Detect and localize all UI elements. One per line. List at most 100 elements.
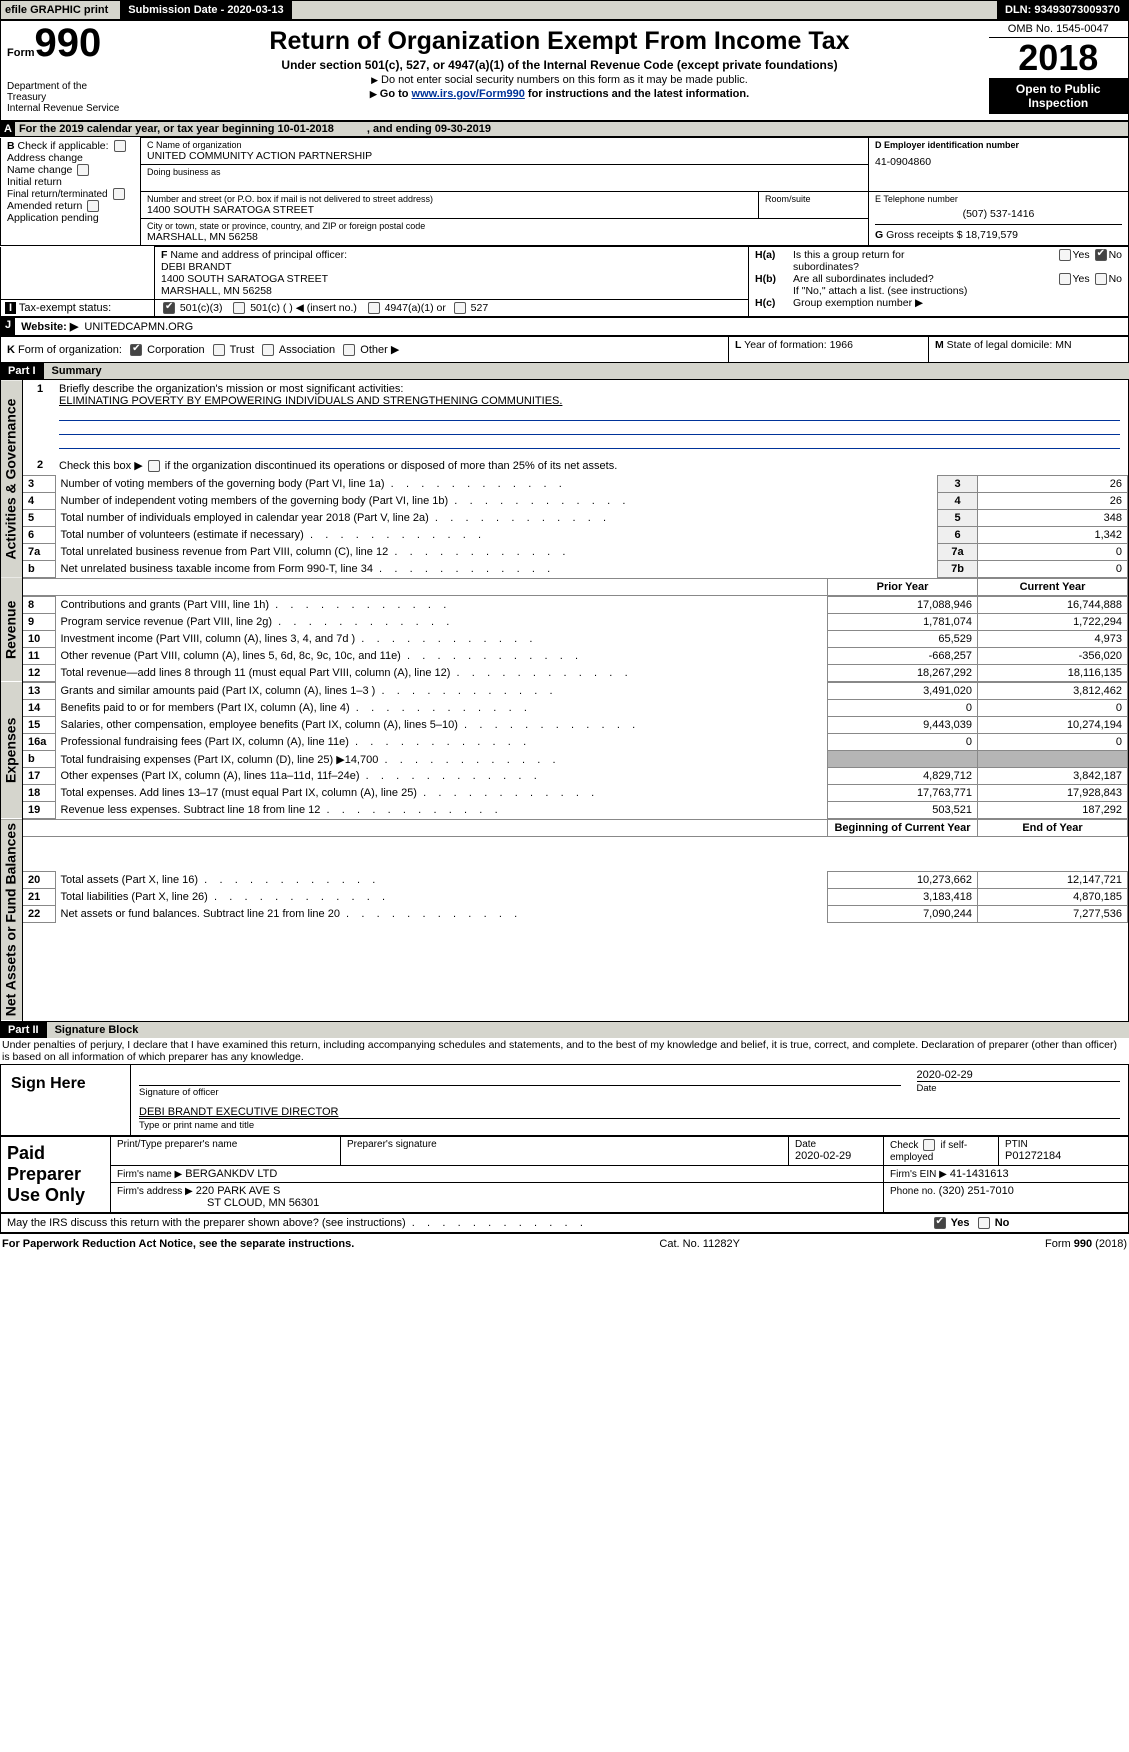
dln: DLN: 93493073009370	[997, 1, 1128, 19]
ptin-label: PTIN	[1005, 1139, 1122, 1150]
note2-pre: Go to	[370, 88, 412, 100]
side-expenses: Expenses	[1, 682, 23, 819]
opt-501c3: 501(c)(3)	[180, 302, 223, 314]
hb-no-checkbox[interactable]	[1095, 273, 1107, 285]
label-m: M	[935, 339, 944, 351]
ha-sub: subordinates?	[793, 261, 859, 273]
main-title: Return of Organization Exempt From Incom…	[139, 27, 981, 56]
checkbox-name-change[interactable]	[77, 164, 89, 176]
label-b: B	[7, 140, 15, 152]
side-net-assets: Net Assets or Fund Balances	[1, 819, 23, 1021]
table-row: 14Benefits paid to or for members (Part …	[23, 700, 1128, 717]
ha-no-checkbox[interactable]	[1095, 249, 1107, 261]
sig-date: 2020-02-29	[917, 1069, 1121, 1081]
table-row: 13Grants and similar amounts paid (Part …	[23, 683, 1128, 700]
table-row: bTotal fundraising expenses (Part IX, co…	[23, 751, 1128, 768]
cb-discontinued[interactable]	[148, 460, 160, 472]
period-text: For the 2019 calendar year, or tax year …	[15, 122, 1129, 137]
box-c-room: Room/suite	[759, 192, 869, 219]
table-row: 20Total assets (Part X, line 16)10,273,6…	[23, 872, 1128, 889]
table-row: 4Number of independent voting members of…	[23, 493, 1128, 510]
form-number: 990	[35, 21, 102, 65]
officer-addr1: 1400 SOUTH SARATOGA STREET	[161, 273, 328, 285]
label-hc: H(c)	[755, 297, 775, 309]
table-row: 12Total revenue—add lines 8 through 11 (…	[23, 665, 1128, 682]
cb-trust[interactable]	[213, 344, 225, 356]
open-to-public: Open to Public Inspection	[989, 78, 1129, 114]
self-emp-check-label: Check	[890, 1140, 918, 1151]
officer-name: DEBI BRANDT	[161, 261, 232, 273]
form990-link[interactable]: www.irs.gov/Form990	[412, 88, 525, 100]
label-k: K	[7, 344, 15, 356]
opt-trust: Trust	[230, 344, 255, 356]
sig-date-label: Date	[917, 1081, 1121, 1094]
m-text: State of legal domicile: MN	[947, 339, 1072, 351]
cb-other[interactable]	[343, 344, 355, 356]
hb-yes-checkbox[interactable]	[1059, 273, 1071, 285]
box-h: H(a) Is this a group return for subordin…	[749, 247, 1129, 317]
org-name: UNITED COMMUNITY ACTION PARTNERSHIP	[147, 150, 862, 162]
cb-501c[interactable]	[233, 302, 245, 314]
label-c: C Name of organization	[147, 140, 862, 150]
box-e-g: E Telephone number (507) 537-1416 G Gros…	[869, 192, 1129, 246]
checkbox-amended[interactable]	[87, 200, 99, 212]
opt-name-change: Name change	[7, 164, 72, 176]
cb-discuss-no[interactable]	[978, 1217, 990, 1229]
hb-yes: Yes	[1073, 273, 1090, 285]
rev-rows: 8Contributions and grants (Part VIII, li…	[23, 596, 1128, 682]
street-label: Number and street (or P.O. box if mail i…	[147, 194, 752, 204]
dept-line2: Treasury	[7, 92, 125, 103]
part-ii-num: Part II	[0, 1022, 47, 1038]
exp-rows: 13Grants and similar amounts paid (Part …	[23, 682, 1128, 819]
hdr-current-year: Current Year	[978, 579, 1128, 596]
cb-501c3[interactable]	[163, 302, 175, 314]
firm-phone: (320) 251-7010	[939, 1185, 1014, 1197]
mission-text: ELIMINATING POVERTY BY EMPOWERING INDIVI…	[59, 395, 562, 407]
hdr-end-year: End of Year	[978, 820, 1128, 837]
box-f: F Name and address of principal officer:…	[155, 247, 749, 300]
side-revenue: Revenue	[1, 578, 23, 682]
label-a: A	[1, 122, 15, 137]
table-row: 8Contributions and grants (Part VIII, li…	[23, 597, 1128, 614]
net-rows: 20Total assets (Part X, line 16)10,273,6…	[23, 871, 1128, 923]
box-i-opts: 501(c)(3) 501(c) ( ) ◀ (insert no.) 4947…	[155, 300, 749, 317]
cb-assoc[interactable]	[262, 344, 274, 356]
hb-note: If "No," attach a list. (see instruction…	[793, 285, 1122, 297]
table-row: 9Program service revenue (Part VIII, lin…	[23, 614, 1128, 631]
checkbox-final[interactable]	[113, 188, 125, 200]
cb-4947[interactable]	[368, 302, 380, 314]
cb-527[interactable]	[454, 302, 466, 314]
label-i: I	[5, 302, 16, 314]
part-i-num: Part I	[0, 363, 44, 379]
checkbox-addr-change[interactable]	[114, 140, 126, 152]
period-begin: For the 2019 calendar year, or tax year …	[19, 123, 334, 135]
top-banner: efile GRAPHIC print Submission Date - 20…	[0, 0, 1129, 20]
tax-year: 2018	[989, 38, 1129, 78]
footer-left: For Paperwork Reduction Act Notice, see …	[2, 1238, 354, 1250]
firm-phone-label: Phone no.	[890, 1186, 936, 1197]
ha-yes-checkbox[interactable]	[1059, 249, 1071, 261]
opt-app-pending: Application pending	[7, 212, 99, 224]
note-ssn: Do not enter social security numbers on …	[139, 74, 981, 86]
label-f: F	[161, 249, 167, 261]
hdr-begin-year: Beginning of Current Year	[828, 820, 978, 837]
fh-block: F Name and address of principal officer:…	[0, 246, 1129, 317]
table-row: 17Other expenses (Part IX, column (A), l…	[23, 768, 1128, 785]
hdr-prior-year: Prior Year	[828, 579, 978, 596]
city-label: City or town, state or province, country…	[147, 221, 862, 231]
cb-corp[interactable]	[130, 344, 142, 356]
cb-self-employed[interactable]	[923, 1139, 935, 1151]
cb-discuss-yes[interactable]	[934, 1217, 946, 1229]
paid-preparer-block: Paid Preparer Use Only Print/Type prepar…	[0, 1136, 1129, 1213]
label-d: D Employer identification number	[875, 140, 1019, 150]
sign-here-block: Sign Here Signature of officer 2020-02-2…	[0, 1064, 1129, 1136]
label-g: G	[875, 229, 883, 241]
sign-here-label: Sign Here	[1, 1065, 101, 1136]
prep-name-label: Print/Type preparer's name	[117, 1139, 334, 1150]
city: MARSHALL, MN 56258	[147, 231, 862, 243]
table-row: 6Total number of volunteers (estimate if…	[23, 527, 1128, 544]
prep-date: 2020-02-29	[795, 1150, 877, 1162]
form-number-cell: Form990 Department of the Treasury Inter…	[1, 21, 131, 121]
omb-number: OMB No. 1545-0047	[989, 21, 1129, 38]
k-text: Form of organization:	[18, 344, 122, 356]
